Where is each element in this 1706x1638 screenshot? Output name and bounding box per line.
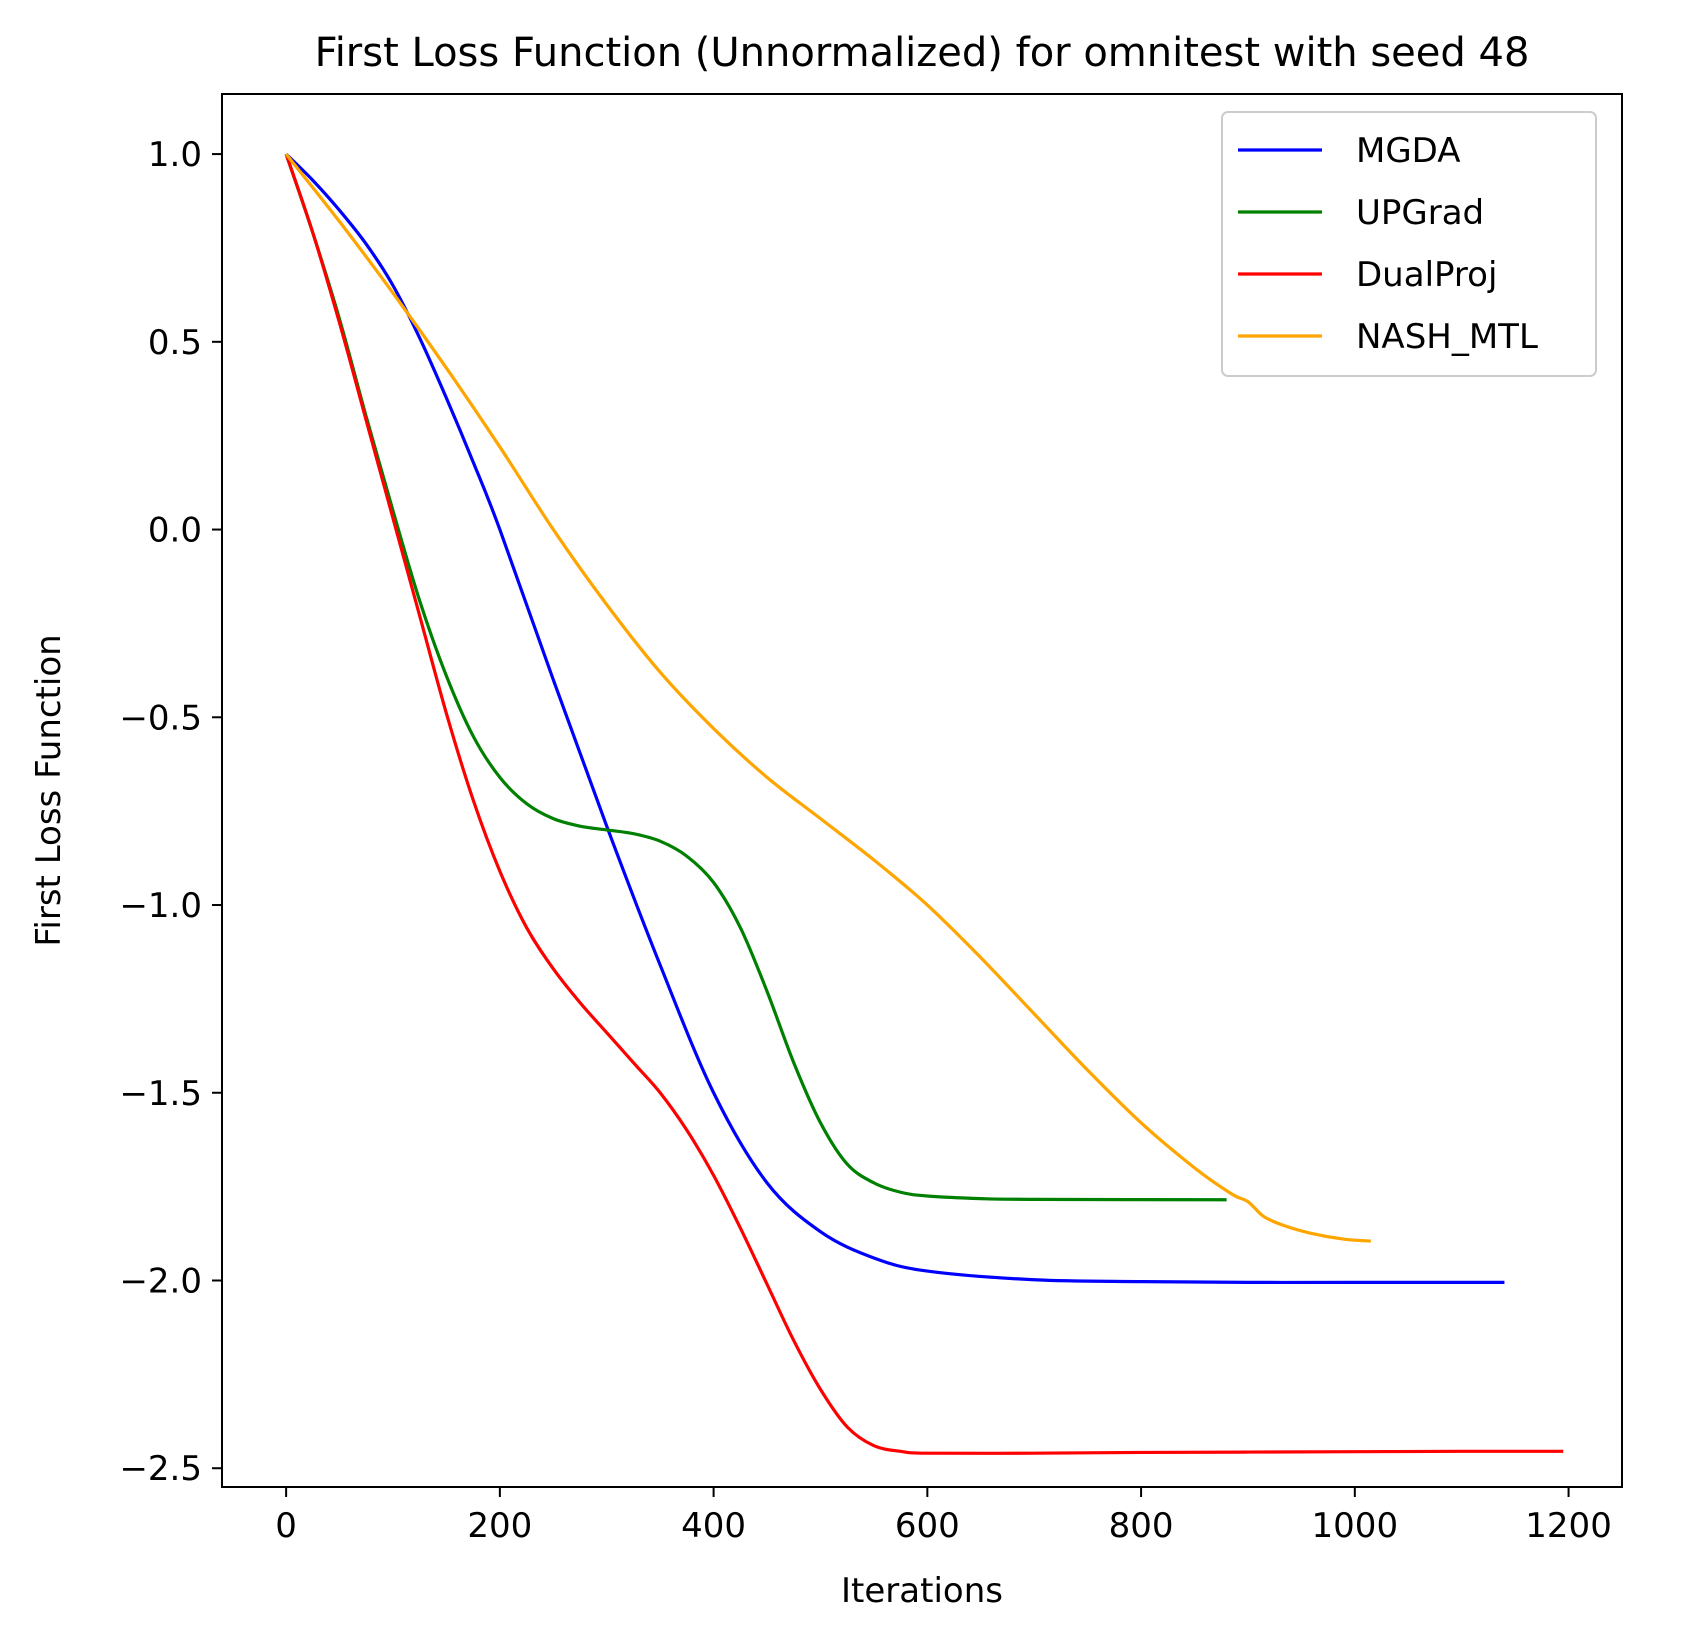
x-tick-label: 1000	[1312, 1506, 1399, 1546]
y-tick-label: −0.5	[119, 698, 202, 738]
legend-box	[1221, 111, 1597, 377]
x-tick-label: 1200	[1525, 1506, 1612, 1546]
y-tick-label: −2.5	[119, 1449, 202, 1489]
legend-label: UPGrad	[1356, 193, 1484, 233]
y-tick-label: −1.0	[119, 886, 202, 926]
x-tick-label: 200	[467, 1506, 532, 1546]
x-tick-label: 0	[275, 1506, 297, 1546]
series-line-upgrad	[284, 153, 1227, 1202]
x-axis-label: Iterations	[841, 1571, 1003, 1611]
x-tick-label: 400	[681, 1506, 746, 1546]
y-axis-label: First Loss Function	[29, 634, 69, 946]
y-tick-label: 1.0	[148, 135, 202, 175]
y-tick-label: −2.0	[119, 1261, 202, 1301]
y-tick-label: −1.5	[119, 1074, 202, 1114]
x-tick-label: 600	[895, 1506, 960, 1546]
x-tick-label: 800	[1109, 1506, 1174, 1546]
series-line-dualproj	[284, 153, 1564, 1455]
x-axis: 0 200 400 600 800 1000 1200	[275, 1487, 1612, 1546]
legend-label: NASH_MTL	[1356, 317, 1538, 357]
y-axis: 1.0 0.5 0.0 −0.5 −1.0 −1.5 −2.0 −2.5	[119, 135, 222, 1489]
series-line-nash-mtl	[284, 153, 1371, 1243]
series-layer	[284, 152, 1564, 1455]
legend-label: MGDA	[1356, 131, 1461, 171]
plot-frame	[221, 93, 1623, 1488]
y-tick-label: 0.5	[148, 323, 202, 363]
legend-label: DualProj	[1356, 255, 1497, 295]
chart-title: First Loss Function (Unnormalized) for o…	[315, 30, 1530, 76]
series-line-mgda	[284, 152, 1505, 1285]
legend: MGDA UPGrad DualProj NASH_MTL	[1221, 111, 1597, 377]
y-tick-label: 0.0	[148, 511, 202, 551]
